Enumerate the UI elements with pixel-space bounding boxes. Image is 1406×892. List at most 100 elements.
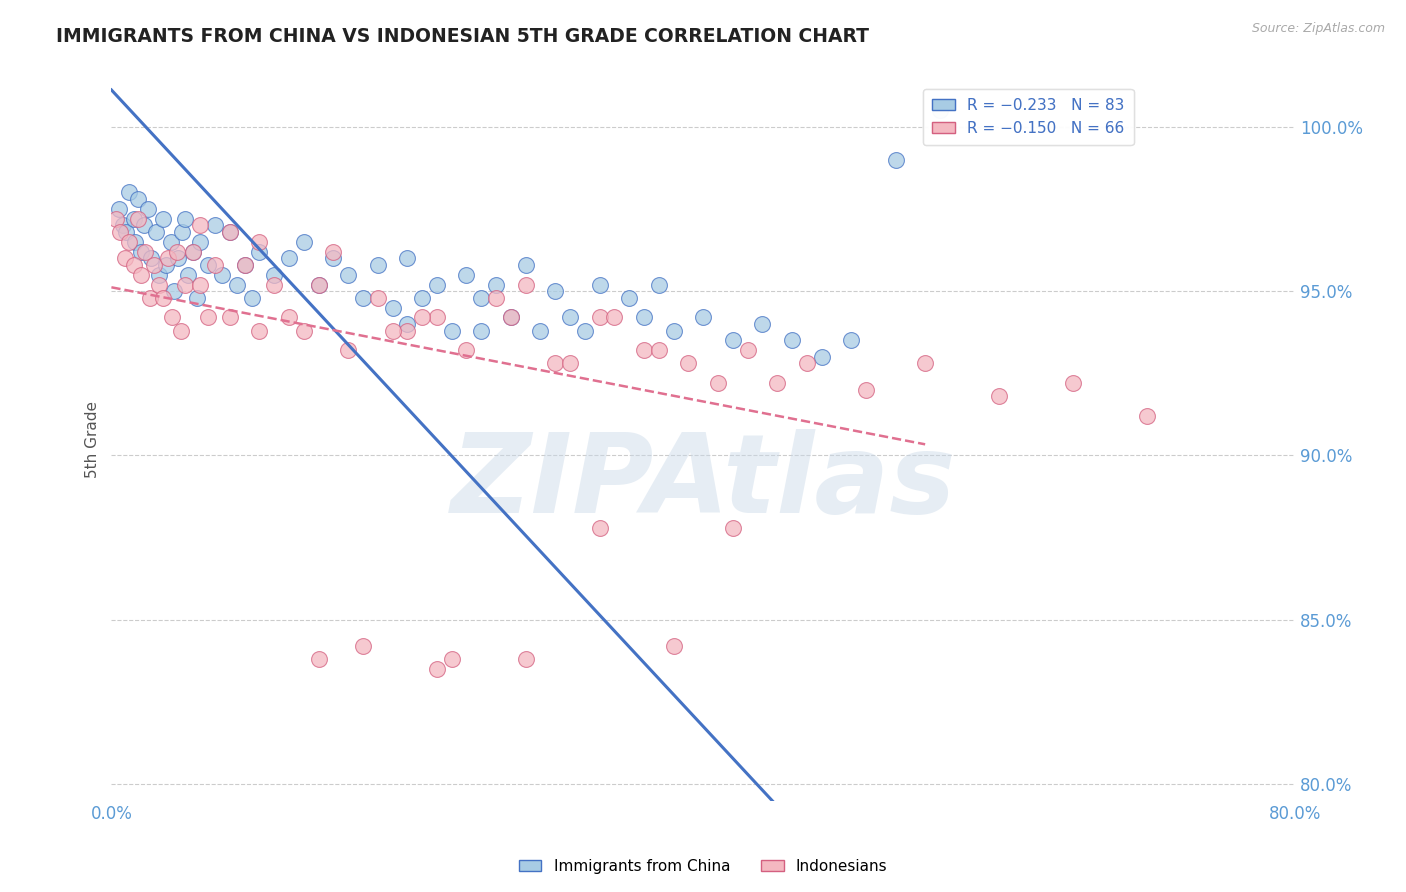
Point bbox=[145, 225, 167, 239]
Point bbox=[440, 324, 463, 338]
Point bbox=[148, 268, 170, 282]
Point bbox=[188, 219, 211, 233]
Point bbox=[426, 277, 449, 292]
Point bbox=[148, 277, 170, 292]
Point bbox=[515, 258, 537, 272]
Point bbox=[308, 277, 330, 292]
Point bbox=[544, 356, 567, 370]
Point bbox=[278, 310, 301, 325]
Point bbox=[839, 334, 862, 348]
Point bbox=[308, 652, 330, 666]
Point bbox=[515, 277, 537, 292]
Point bbox=[648, 343, 671, 358]
Point bbox=[780, 334, 803, 348]
Point bbox=[197, 310, 219, 325]
Point bbox=[139, 291, 162, 305]
Point bbox=[603, 310, 626, 325]
Point bbox=[470, 324, 492, 338]
Point bbox=[855, 383, 877, 397]
Point bbox=[914, 356, 936, 370]
Point bbox=[456, 268, 478, 282]
Point bbox=[166, 244, 188, 259]
Point bbox=[204, 258, 226, 272]
Point bbox=[396, 252, 419, 266]
Y-axis label: 5th Grade: 5th Grade bbox=[86, 401, 100, 477]
Point bbox=[174, 277, 197, 292]
Point bbox=[633, 343, 655, 358]
Point bbox=[127, 192, 149, 206]
Point bbox=[633, 310, 655, 325]
Point bbox=[337, 343, 360, 358]
Point bbox=[426, 662, 449, 676]
Point bbox=[115, 225, 138, 239]
Point bbox=[737, 343, 759, 358]
Point bbox=[322, 252, 344, 266]
Point bbox=[218, 225, 240, 239]
Point bbox=[456, 343, 478, 358]
Point bbox=[197, 258, 219, 272]
Point bbox=[381, 324, 404, 338]
Point bbox=[381, 301, 404, 315]
Point bbox=[411, 310, 433, 325]
Point bbox=[751, 317, 773, 331]
Point bbox=[558, 310, 581, 325]
Point bbox=[588, 277, 610, 292]
Point bbox=[112, 219, 135, 233]
Point bbox=[108, 202, 131, 216]
Legend: Immigrants from China, Indonesians: Immigrants from China, Indonesians bbox=[512, 853, 894, 880]
Point bbox=[134, 244, 156, 259]
Point bbox=[132, 219, 155, 233]
Point bbox=[218, 310, 240, 325]
Point bbox=[278, 252, 301, 266]
Point bbox=[988, 389, 1011, 403]
Point bbox=[240, 291, 263, 305]
Point bbox=[160, 310, 183, 325]
Point bbox=[352, 639, 374, 653]
Point bbox=[352, 291, 374, 305]
Point bbox=[485, 291, 508, 305]
Point bbox=[127, 211, 149, 226]
Point bbox=[247, 235, 270, 249]
Point bbox=[929, 103, 952, 118]
Point bbox=[152, 291, 174, 305]
Point bbox=[233, 258, 256, 272]
Point bbox=[426, 310, 449, 325]
Point bbox=[544, 284, 567, 298]
Point bbox=[141, 252, 163, 266]
Text: Source: ZipAtlas.com: Source: ZipAtlas.com bbox=[1251, 22, 1385, 36]
Point bbox=[263, 277, 285, 292]
Point bbox=[411, 291, 433, 305]
Point bbox=[884, 153, 907, 167]
Point bbox=[114, 252, 136, 266]
Point bbox=[170, 324, 193, 338]
Point bbox=[177, 268, 200, 282]
Point bbox=[188, 277, 211, 292]
Point bbox=[796, 356, 818, 370]
Point bbox=[367, 258, 389, 272]
Point bbox=[485, 277, 508, 292]
Point bbox=[662, 324, 685, 338]
Point bbox=[162, 284, 184, 298]
Point bbox=[138, 202, 160, 216]
Point bbox=[186, 291, 208, 305]
Point bbox=[440, 652, 463, 666]
Point bbox=[662, 639, 685, 653]
Point bbox=[129, 244, 152, 259]
Point bbox=[122, 211, 145, 226]
Point bbox=[396, 317, 419, 331]
Point bbox=[515, 652, 537, 666]
Point bbox=[122, 258, 145, 272]
Point bbox=[499, 310, 522, 325]
Point bbox=[174, 211, 197, 226]
Legend: R = −0.233   N = 83, R = −0.150   N = 66: R = −0.233 N = 83, R = −0.150 N = 66 bbox=[922, 88, 1133, 145]
Point bbox=[118, 186, 141, 200]
Point bbox=[1136, 409, 1159, 423]
Point bbox=[104, 211, 127, 226]
Point bbox=[172, 225, 194, 239]
Point bbox=[337, 268, 360, 282]
Point bbox=[692, 310, 714, 325]
Point bbox=[707, 376, 730, 391]
Point bbox=[211, 268, 233, 282]
Point bbox=[152, 211, 174, 226]
Point bbox=[155, 258, 177, 272]
